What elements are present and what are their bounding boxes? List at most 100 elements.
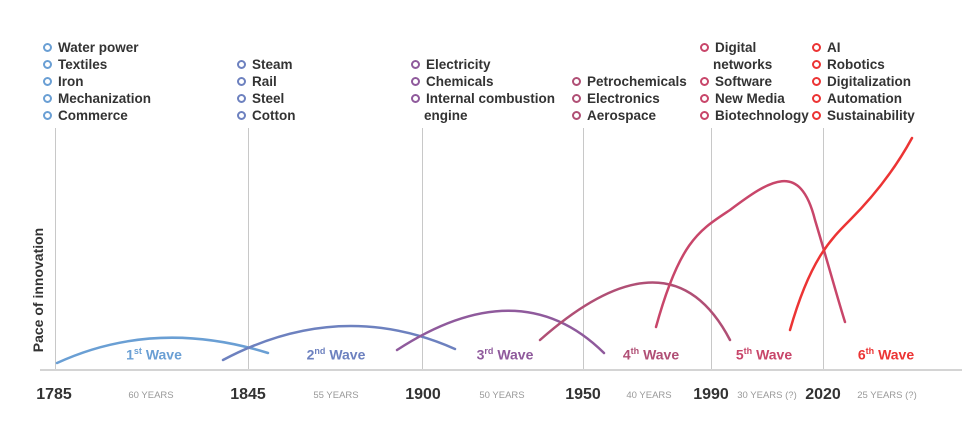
technology-item: AI [812, 39, 915, 56]
technology-label: Iron [58, 74, 84, 89]
technology-label: engine [424, 108, 468, 123]
year-label: 1990 [693, 386, 729, 403]
technology-label: Digital [715, 40, 757, 55]
technology-item: Robotics [812, 56, 915, 73]
wave-1-label: 1st Wave [126, 346, 182, 363]
divider-1990 [711, 128, 712, 369]
technology-item: engine [411, 107, 555, 124]
technology-label: Steel [252, 91, 285, 106]
technology-item: Mechanization [43, 90, 151, 107]
bullet-circle-icon [237, 94, 246, 103]
duration-label: 50 YEARS [479, 390, 525, 401]
technology-label: Cotton [252, 108, 296, 123]
wave-5-curve [654, 179, 847, 329]
technology-label: Internal combustion [426, 91, 556, 106]
wave-6-label: 6th Wave [857, 346, 915, 363]
technology-label: Electricity [426, 57, 491, 72]
technology-item: Iron [43, 73, 151, 90]
bullet-circle-icon [237, 77, 246, 86]
bullet-circle-icon [43, 94, 52, 103]
technology-label: Automation [827, 91, 902, 106]
bullet-circle-icon [812, 111, 821, 120]
year-label: 1845 [230, 386, 266, 403]
technology-label: AI [827, 40, 841, 55]
wave-2-curve [221, 324, 457, 362]
technology-label: Biotechnology [715, 108, 809, 123]
bullet-circle-icon [411, 60, 420, 69]
year-label: 1900 [405, 386, 441, 403]
technology-label: Petrochemicals [587, 74, 687, 89]
wave-6-curve [788, 136, 914, 332]
year-label: 2020 [805, 386, 841, 403]
duration-label: 30 YEARS (?) [737, 390, 797, 401]
technology-item: Chemicals [411, 73, 555, 90]
wave-4-label: 4th Wave [622, 346, 680, 363]
technology-label: Commerce [58, 108, 128, 123]
divider-1785 [55, 128, 56, 369]
technology-item: Rail [237, 73, 295, 90]
technology-item: networks [700, 56, 809, 73]
bullet-circle-icon [700, 111, 709, 120]
technology-item: Software [700, 73, 809, 90]
technology-label: Robotics [827, 57, 885, 72]
technology-item: Electronics [572, 90, 687, 107]
wave-5-label: 5th Wave [735, 346, 793, 363]
technology-item: Water power [43, 39, 151, 56]
technology-label: Sustainability [827, 108, 915, 123]
bullet-circle-icon [700, 94, 709, 103]
wave-4-curve [538, 281, 732, 342]
wave-3-label: 3rd Wave [476, 346, 534, 363]
bullet-circle-icon [43, 111, 52, 120]
divider-1845 [248, 128, 249, 369]
technology-label: Aerospace [587, 108, 657, 123]
technology-item: Sustainability [812, 107, 915, 124]
year-label: 1950 [565, 386, 601, 403]
duration-label: 60 YEARS [128, 390, 174, 401]
technology-label: Water power [58, 40, 139, 55]
technology-item: New Media [700, 90, 809, 107]
bullet-circle-icon [572, 94, 581, 103]
wave-2-label: 2nd Wave [306, 346, 366, 363]
wave-2-technologies: Steam Rail Steel Cotton [237, 56, 295, 124]
wave-1-curve [55, 336, 270, 365]
bullet-circle-icon [237, 111, 246, 120]
technology-item: Commerce [43, 107, 151, 124]
wave-3-curve [395, 309, 606, 355]
technology-item: Cotton [237, 107, 295, 124]
wave-1-technologies: Water power Textiles Iron Mechanization Comm… [43, 39, 151, 124]
duration-label: 25 YEARS (?) [857, 390, 917, 401]
wave-6-technologies: AI Robotics Digitalization Automation Sustai… [812, 39, 915, 124]
bullet-circle-icon [43, 60, 52, 69]
bullet-circle-icon [43, 43, 52, 52]
bullet-circle-icon [572, 77, 581, 86]
duration-label: 40 YEARS [626, 390, 672, 401]
technology-label: networks [713, 57, 773, 72]
bullet-circle-icon [237, 60, 246, 69]
bullet-circle-icon [43, 77, 52, 86]
technology-label: Steam [252, 57, 293, 72]
bullet-circle-icon [572, 111, 581, 120]
bullet-circle-icon [812, 77, 821, 86]
divider-1900 [422, 128, 423, 369]
bullet-circle-icon [700, 77, 709, 86]
bullet-circle-icon [812, 94, 821, 103]
technology-label: New Media [715, 91, 785, 106]
technology-item: Biotechnology [700, 107, 809, 124]
bullet-circle-icon [812, 43, 821, 52]
technology-item: Textiles [43, 56, 151, 73]
technology-label: Software [715, 74, 773, 89]
wave-4-technologies: Petrochemicals Electronics Aerospace [572, 73, 687, 124]
technology-label: Electronics [587, 91, 660, 106]
technology-label: Textiles [58, 57, 108, 72]
bullet-circle-icon [812, 60, 821, 69]
technology-item: Automation [812, 90, 915, 107]
technology-item: Electricity [411, 56, 555, 73]
technology-item: Steel [237, 90, 295, 107]
wave-5-technologies: Digital networks Software New Media Biotechn… [700, 39, 809, 124]
duration-label: 55 YEARS [313, 390, 359, 401]
time-axis [40, 369, 962, 371]
technology-label: Chemicals [426, 74, 494, 89]
wave-3-technologies: Electricity Chemicals Internal combustion e… [411, 56, 555, 124]
